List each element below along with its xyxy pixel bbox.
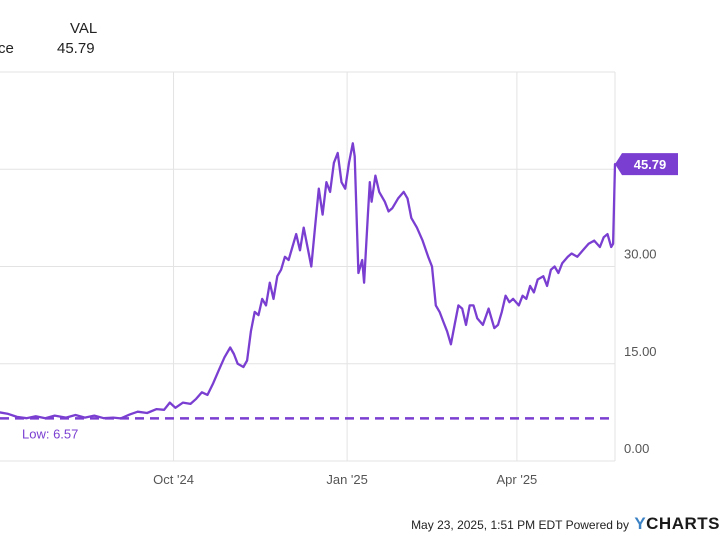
legend-last-value: 45.79: [57, 40, 95, 57]
chart-footer: May 23, 2025, 1:51 PM EDT Powered by YCH…: [411, 514, 720, 534]
ycharts-logo-mark: Y: [634, 514, 647, 533]
y-tick-label: 15.00: [624, 344, 657, 359]
x-tick-label: Apr '25: [497, 472, 538, 487]
last-value-badge-label: 45.79: [634, 157, 667, 172]
x-tick-label: Oct '24: [153, 472, 194, 487]
last-value-badge: [615, 153, 678, 176]
footer-timestamp: May 23, 2025, 1:51 PM EDT Powered by: [411, 518, 629, 532]
low-reference: Low: 6.57: [0, 417, 615, 441]
x-axis-ticks: Oct '24 Jan '25 Apr '25: [153, 472, 537, 487]
last-value-badge-layer: 45.79: [615, 153, 678, 176]
chart-legend: VAL ce 45.79: [0, 0, 200, 60]
series-layer: [0, 142, 617, 420]
chart-grid: [0, 71, 616, 462]
low-label: Low: 6.57: [22, 426, 78, 441]
series-line: [0, 142, 617, 420]
y-axis-ticks: 0.00 15.00 30.00: [624, 247, 657, 457]
y-tick-label: 0.00: [624, 441, 649, 456]
x-tick-label: Jan '25: [326, 472, 368, 487]
ycharts-logo-text: CHARTS: [646, 514, 720, 533]
legend-series-label: ce: [0, 40, 14, 57]
y-tick-label: 30.00: [624, 247, 657, 262]
ycharts-logo[interactable]: YCHARTS: [634, 514, 720, 533]
legend-ticker: VAL: [70, 20, 98, 37]
